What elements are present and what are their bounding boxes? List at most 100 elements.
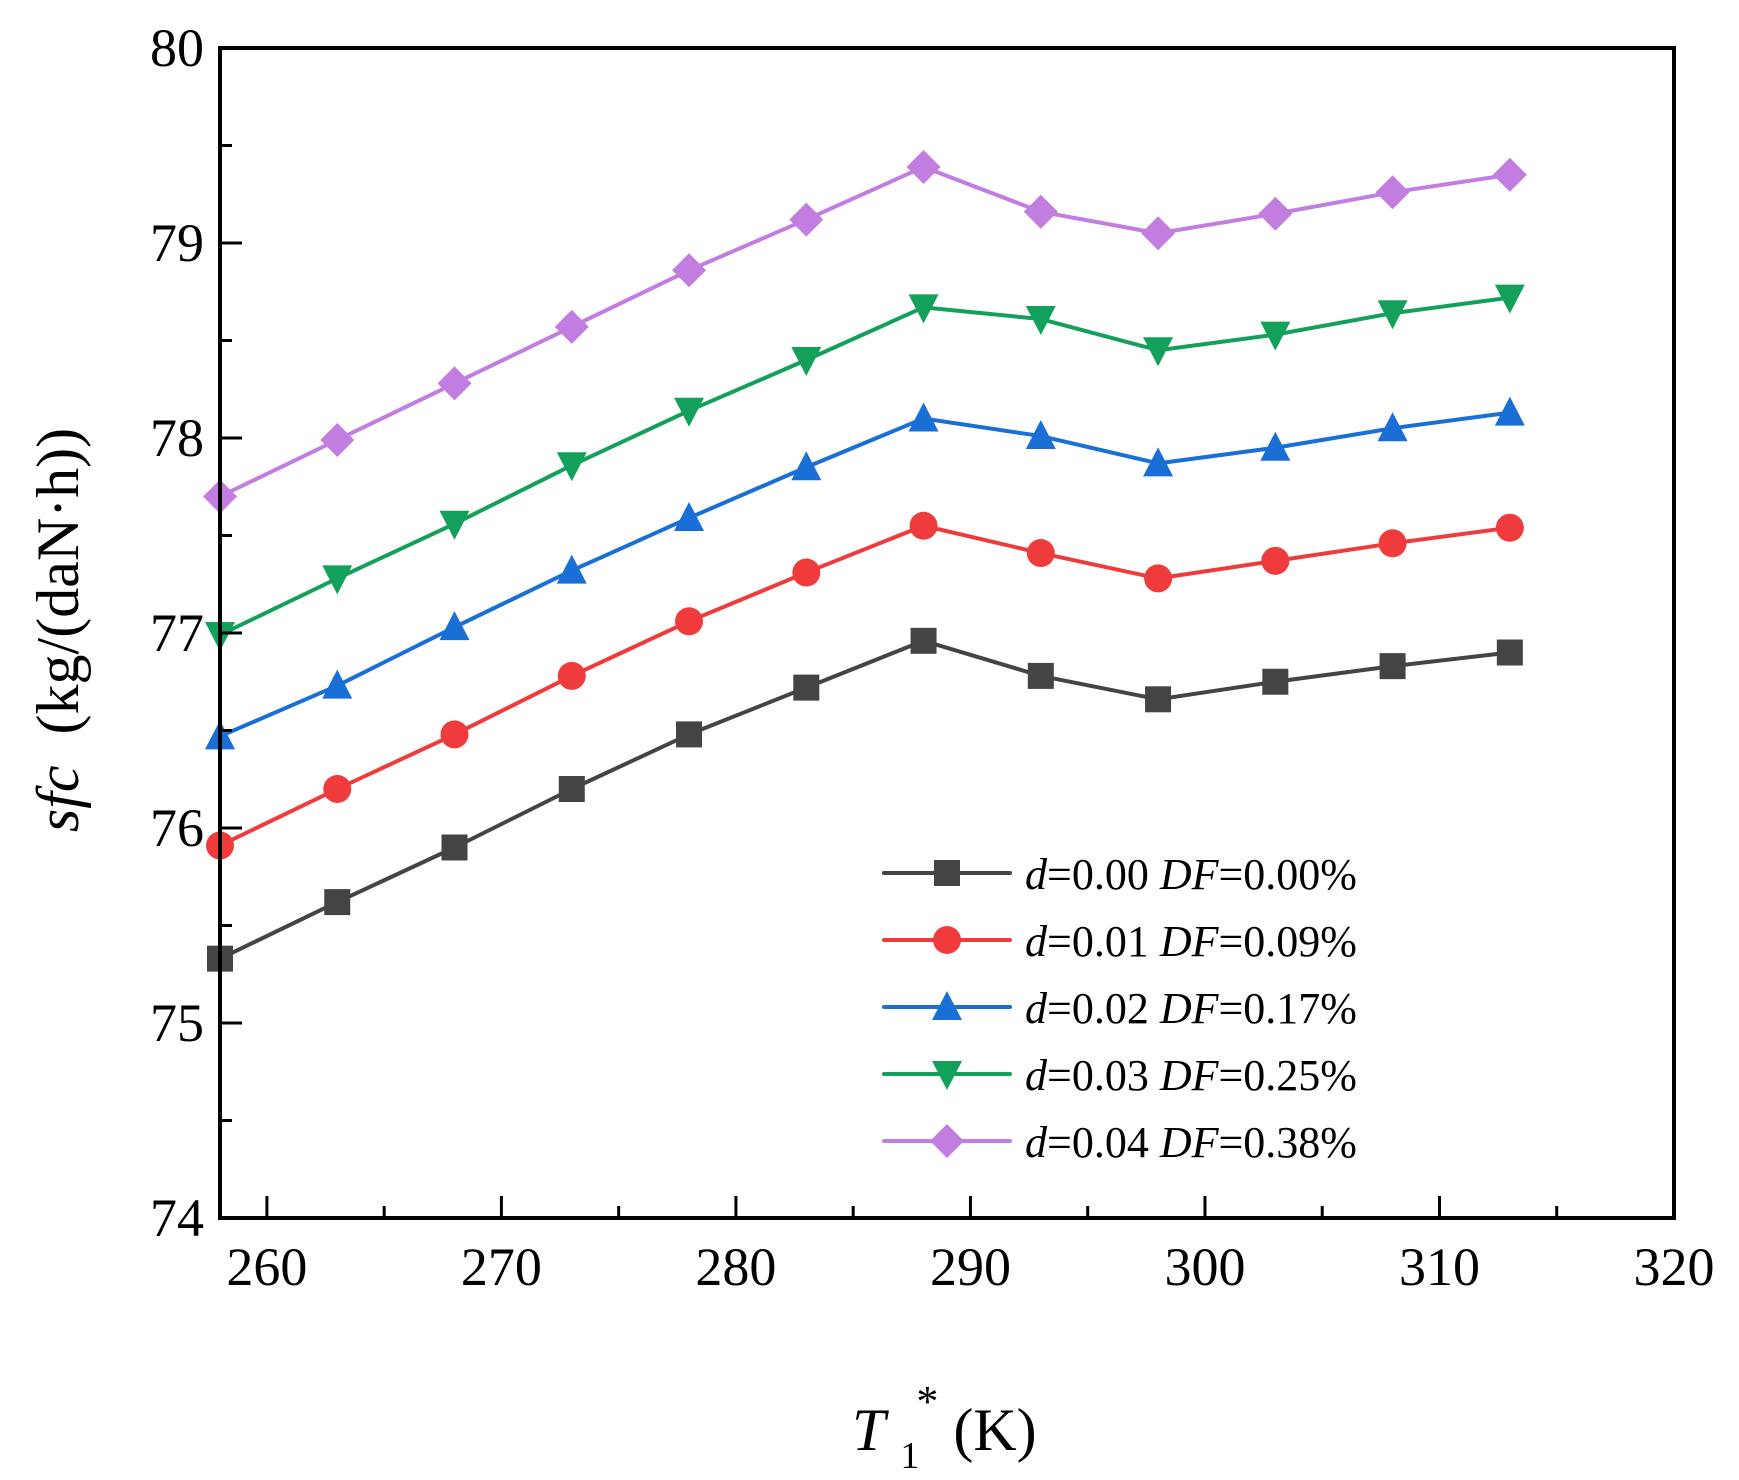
legend-item-3: d=0.03 DF=0.25% (882, 1051, 1357, 1100)
data-point-2-9 (1260, 431, 1291, 461)
data-point-1-11 (1495, 513, 1524, 542)
data-point-0-3 (558, 776, 585, 802)
x-axis-superscript: * (916, 1377, 938, 1426)
x-tick-label-270: 270 (461, 1237, 542, 1297)
data-point-2-2 (439, 611, 470, 641)
data-point-0-6 (910, 627, 937, 654)
legend-marker-4 (930, 1124, 964, 1158)
x-axis-title: T 1 * (K) (852, 1363, 1037, 1480)
data-point-2-3 (556, 554, 587, 584)
legend-marker-0 (934, 860, 960, 886)
data-point-0-9 (1262, 668, 1289, 695)
plot-layer (203, 149, 1527, 972)
data-point-3-1 (322, 565, 353, 595)
data-point-0-1 (324, 889, 351, 916)
series-3 (205, 284, 1525, 651)
data-point-1-4 (675, 607, 704, 636)
x-tick-label-310: 310 (1399, 1237, 1480, 1297)
data-point-3-4 (674, 397, 705, 427)
x-tick-label-300: 300 (1164, 1237, 1245, 1297)
plot-frame (218, 46, 1676, 1220)
series-2 (205, 396, 1525, 750)
legend-label-3: d=0.03 DF=0.25% (1025, 1051, 1357, 1100)
data-point-4-7 (1023, 194, 1058, 229)
data-point-3-7 (1025, 306, 1056, 336)
data-point-0-4 (676, 721, 703, 748)
data-point-2-7 (1025, 420, 1056, 450)
legend-marker-2 (932, 991, 962, 1020)
legend-label-1: d=0.01 DF=0.09% (1025, 917, 1357, 966)
series-1 (206, 511, 1524, 860)
x-axis-unit: (K) (953, 1397, 1036, 1463)
data-point-1-3 (557, 661, 586, 690)
y-tick-label-74: 74 (150, 1188, 204, 1248)
x-tick-label-280: 280 (695, 1237, 776, 1297)
data-point-4-4 (672, 253, 707, 288)
legend-d-label-3: d (1025, 1051, 1048, 1100)
data-point-1-6 (909, 511, 938, 540)
data-point-0-10 (1379, 653, 1406, 680)
data-point-1-8 (1144, 564, 1173, 593)
data-point-3-3 (556, 452, 587, 482)
data-point-1-2 (440, 720, 469, 749)
legend-df-label-3: DF (1159, 1051, 1220, 1100)
legend-df-label-1: DF (1159, 917, 1220, 966)
data-point-2-1 (322, 669, 353, 699)
x-axis-main: T (852, 1397, 889, 1463)
y-axis-title: sfc (kg/(daN·h)) (25, 428, 91, 832)
legend-df-label-4: DF (1159, 1118, 1220, 1167)
data-point-2-10 (1377, 412, 1408, 442)
legend-item-0: d=0.00 DF=0.00% (882, 850, 1357, 899)
data-point-1-5 (792, 558, 821, 587)
data-point-3-11 (1494, 284, 1525, 314)
data-point-3-9 (1260, 321, 1291, 351)
data-point-2-8 (1143, 447, 1174, 477)
legend-d-label-4: d (1025, 1118, 1048, 1167)
legend-df-label-0: DF (1159, 850, 1220, 899)
x-tick-label-260: 260 (226, 1237, 307, 1297)
legend-d-value-3: =0.03 (1047, 1051, 1160, 1100)
series-4 (203, 149, 1527, 514)
x-tick-label-320: 320 (1634, 1237, 1715, 1297)
y-tick-label-79: 79 (150, 213, 204, 273)
y-tick-label-75: 75 (150, 993, 204, 1053)
data-point-3-2 (439, 510, 470, 540)
legend-d-value-0: =0.00 (1047, 850, 1160, 899)
legend-marker-1 (933, 926, 961, 954)
legend-d-label-2: d (1025, 984, 1048, 1033)
data-point-3-6 (908, 294, 939, 324)
data-point-4-5 (789, 202, 824, 237)
data-point-0-7 (1027, 662, 1054, 689)
data-point-2-5 (791, 451, 822, 481)
y-tick-label-80: 80 (150, 18, 204, 78)
y-tick-label-78: 78 (150, 408, 204, 468)
y-tick-label-76: 76 (150, 798, 204, 858)
y-axis-unit: (kg/(daN·h)) (25, 428, 91, 735)
y-axis-title-group: sfc (kg/(daN·h)) (25, 428, 91, 832)
data-point-4-2 (437, 366, 472, 401)
data-point-0-8 (1145, 686, 1172, 713)
legend-marker-3 (932, 1061, 962, 1090)
x-tick-label-290: 290 (930, 1237, 1011, 1297)
legend-label-2: d=0.02 DF=0.17% (1025, 984, 1357, 1033)
data-point-4-8 (1141, 216, 1176, 251)
data-point-4-6 (906, 149, 941, 184)
legend-df-value-3: =0.25% (1218, 1051, 1356, 1100)
legend-item-2: d=0.02 DF=0.17% (882, 984, 1357, 1033)
data-point-2-6 (908, 402, 939, 432)
data-point-0-2 (441, 834, 468, 861)
legend-label-0: d=0.00 DF=0.00% (1025, 850, 1357, 899)
legend-label-4: d=0.04 DF=0.38% (1025, 1118, 1357, 1167)
series-line-3 (218, 295, 1512, 637)
data-point-2-4 (674, 501, 705, 531)
legend-d-label-0: d (1025, 850, 1048, 899)
series-line-1 (218, 523, 1512, 848)
legend: d=0.00 DF=0.00% d=0.01 DF=0.09% d=0.02 DF=… (882, 850, 1357, 1167)
legend-df-value-1: =0.09% (1218, 917, 1356, 966)
x-axis-subscript: 1 (900, 1435, 919, 1477)
series-line-2 (218, 410, 1512, 739)
data-point-4-1 (320, 422, 355, 457)
data-point-4-9 (1258, 196, 1293, 231)
y-axis-variable: sfc (25, 765, 91, 832)
